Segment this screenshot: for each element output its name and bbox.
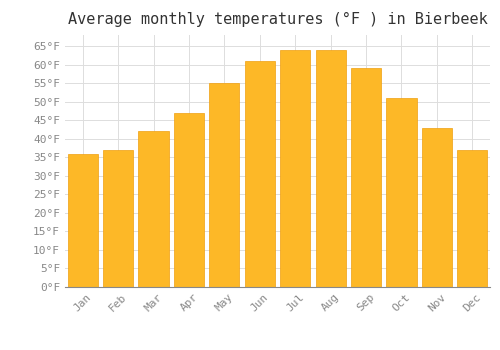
Bar — [138, 131, 168, 287]
Bar — [457, 150, 488, 287]
Bar — [351, 68, 381, 287]
Bar — [316, 50, 346, 287]
Title: Average monthly temperatures (°F ) in Bierbeek: Average monthly temperatures (°F ) in Bi… — [68, 12, 488, 27]
Bar — [386, 98, 416, 287]
Bar — [280, 50, 310, 287]
Bar — [174, 113, 204, 287]
Bar — [422, 128, 452, 287]
Bar — [244, 61, 275, 287]
Bar — [210, 83, 240, 287]
Bar — [103, 150, 133, 287]
Bar — [68, 154, 98, 287]
